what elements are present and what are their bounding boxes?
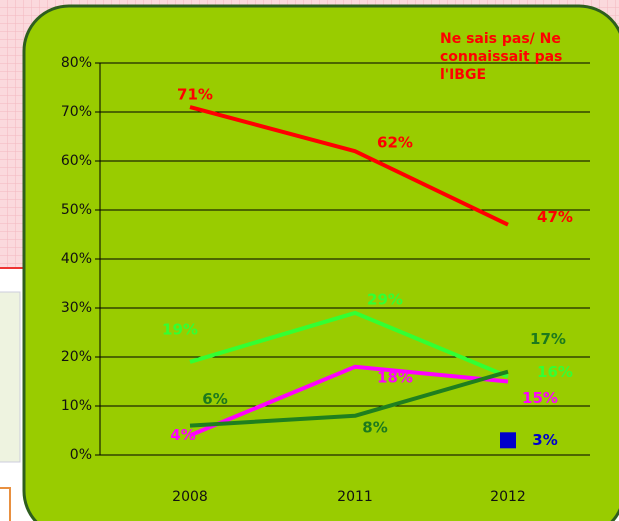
corner-box	[0, 487, 11, 521]
data-label: 17%	[530, 330, 566, 348]
data-label: 3%	[532, 431, 557, 449]
y-tick-label: 60%	[61, 153, 92, 169]
series-annotation: Ne sais pas/ Ne connaissait pas l'IBGE	[440, 31, 563, 83]
x-tick-label: 2011	[337, 489, 373, 505]
y-tick-label: 70%	[61, 104, 92, 120]
marker	[500, 432, 516, 449]
y-tick-label: 80%	[61, 55, 92, 71]
data-label: 16%	[537, 363, 573, 381]
series-line	[189, 105, 509, 227]
data-label: 18%	[377, 368, 413, 386]
data-label: 4%	[170, 426, 195, 444]
series-line	[189, 310, 509, 379]
data-label: 71%	[177, 86, 213, 104]
data-label: 6%	[202, 390, 227, 408]
plot-panel	[22, 4, 619, 521]
data-label: 8%	[362, 418, 387, 436]
side-box	[0, 291, 21, 463]
data-label: 15%	[522, 389, 558, 407]
data-label: 47%	[537, 208, 573, 226]
data-label: 29%	[367, 290, 403, 308]
x-tick-label: 2012	[490, 489, 526, 505]
series-line	[189, 364, 509, 438]
y-tick-label: 10%	[61, 398, 92, 414]
data-label: 62%	[377, 134, 413, 152]
data-label: 19%	[162, 320, 198, 338]
x-tick-label: 2008	[172, 489, 208, 505]
y-tick-label: 20%	[61, 349, 92, 365]
series-line	[189, 369, 509, 428]
y-tick-label: 50%	[61, 202, 92, 218]
y-tick-label: 30%	[61, 300, 92, 316]
y-tick-label: 40%	[61, 251, 92, 267]
y-tick-label: 0%	[70, 447, 92, 463]
